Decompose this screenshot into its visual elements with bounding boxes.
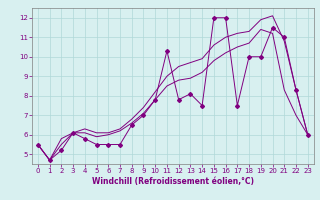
X-axis label: Windchill (Refroidissement éolien,°C): Windchill (Refroidissement éolien,°C) (92, 177, 254, 186)
